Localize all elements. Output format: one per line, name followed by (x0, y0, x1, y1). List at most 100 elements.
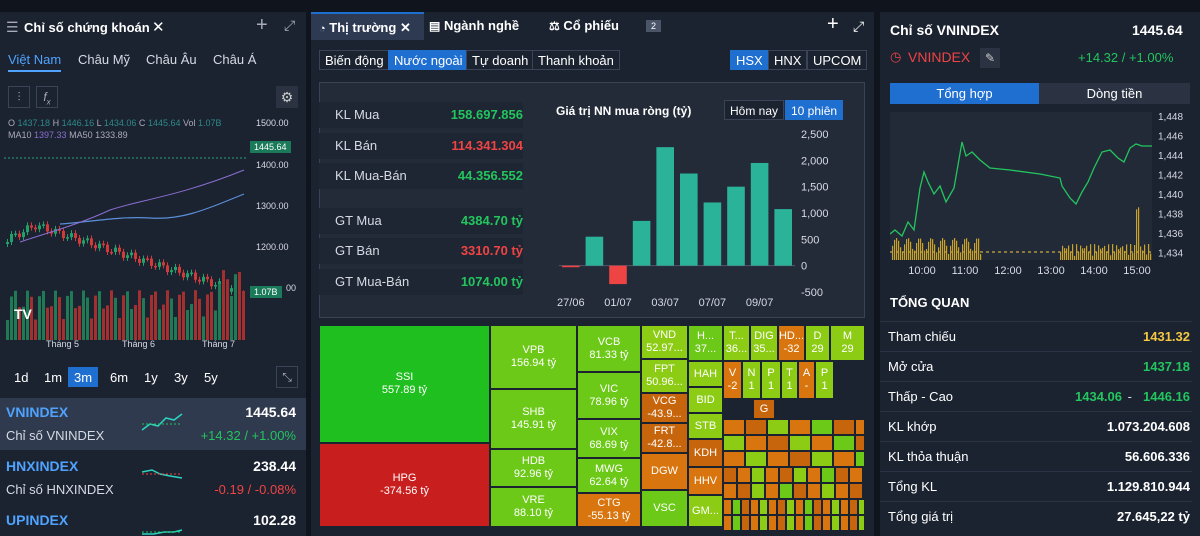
range-button-1y[interactable]: 1y (144, 370, 158, 385)
today-button[interactable]: Hôm nay (724, 100, 785, 120)
treemap-tile[interactable]: SHB 145.91 tỷ (490, 389, 577, 449)
treemap-tile-small[interactable] (858, 515, 865, 531)
treemap-tile-small[interactable] (793, 467, 807, 483)
treemap-tile-small[interactable] (741, 499, 750, 515)
range-button-1d[interactable]: 1d (14, 370, 29, 385)
treemap-tile[interactable]: VIX 68.69 tỷ (577, 419, 641, 458)
treemap-tile-small[interactable] (751, 483, 765, 499)
treemap-tile-small[interactable] (745, 419, 767, 435)
treemap-tile-small[interactable] (821, 483, 835, 499)
treemap-tile-small[interactable] (789, 435, 811, 451)
exchange-hsx[interactable]: HSX (730, 50, 769, 70)
treemap-tile-small[interactable] (745, 435, 767, 451)
treemap-tile-small[interactable] (779, 483, 793, 499)
treemap-tile-small[interactable] (855, 419, 865, 435)
treemap-tile-small[interactable] (767, 419, 789, 435)
treemap-tile-small[interactable] (777, 499, 786, 515)
tab-stocks[interactable]: ⚖ Cổ phiếu (549, 18, 619, 33)
treemap-tile[interactable]: A- (798, 361, 815, 399)
subtab-3[interactable]: Thanh khoản (532, 50, 620, 70)
treemap-tile-small[interactable] (804, 499, 813, 515)
treemap-tile-small[interactable] (840, 499, 849, 515)
treemap-tile-small[interactable] (811, 435, 833, 451)
treemap-tile[interactable]: HAH (688, 361, 723, 387)
treemap-tile-small[interactable] (765, 483, 779, 499)
close-icon[interactable]: ✕ (152, 19, 165, 36)
treemap-tile[interactable]: VIC 78.96 tỷ (577, 372, 641, 419)
treemap-tile[interactable]: DGW (641, 453, 688, 490)
treemap-tile[interactable]: VCB 81.33 tỷ (577, 325, 641, 372)
treemap-tile[interactable]: HHV (688, 467, 723, 495)
treemap-tile[interactable]: H... 37... (688, 325, 723, 361)
treemap-tile-small[interactable] (723, 515, 732, 531)
tab-summary[interactable]: Tổng hợp (890, 83, 1039, 104)
treemap-tile-small[interactable] (767, 435, 789, 451)
treemap-tile-small[interactable] (840, 515, 849, 531)
fullscreen-icon[interactable]: ⤡ (276, 366, 298, 388)
treemap-tile[interactable]: STB (688, 413, 723, 439)
treemap-tile-small[interactable] (759, 515, 768, 531)
treemap-tile-small[interactable] (813, 499, 822, 515)
range-button-3y[interactable]: 3y (174, 370, 188, 385)
treemap-tile-small[interactable] (822, 515, 831, 531)
treemap-tile[interactable]: VRE 88.10 tỷ (490, 487, 577, 527)
treemap-tile-small[interactable] (855, 451, 865, 467)
region-tab-vietnam[interactable]: Việt Nam (8, 52, 62, 72)
tab-market[interactable]: ◔ Thị trường ✕ (311, 12, 424, 40)
range-button-1m[interactable]: 1m (44, 370, 63, 385)
index-row[interactable]: UPINDEX 102.28 (0, 506, 306, 536)
treemap-tile[interactable]: G (753, 399, 775, 419)
add-icon[interactable]: + (256, 14, 268, 36)
treemap-tile-small[interactable] (835, 467, 849, 483)
treemap-tile-small[interactable] (863, 483, 865, 499)
treemap-tile-small[interactable] (807, 467, 821, 483)
treemap-tile-small[interactable] (849, 467, 863, 483)
treemap-tile-small[interactable] (849, 499, 858, 515)
treemap-tile-small[interactable] (732, 515, 741, 531)
range-button-3m[interactable]: 3m (68, 367, 99, 387)
treemap-tile[interactable]: HPG -374.56 tỷ (319, 443, 490, 527)
treemap-tile-small[interactable] (767, 451, 789, 467)
treemap-tile-small[interactable] (723, 499, 732, 515)
treemap-tile-small[interactable] (811, 419, 833, 435)
settings-gear-icon[interactable]: ⚙ (276, 86, 298, 108)
treemap-tile-small[interactable] (750, 515, 759, 531)
treemap-tile-small[interactable] (789, 451, 811, 467)
tab-cashflow[interactable]: Dòng tiền (1039, 83, 1190, 104)
treemap-tile[interactable]: MWG 62.64 tỷ (577, 458, 641, 493)
treemap-tile-small[interactable] (786, 499, 795, 515)
treemap-tile-small[interactable] (777, 515, 786, 531)
candle-type-icon[interactable]: ⫶ (8, 86, 30, 108)
treemap-tile-small[interactable] (723, 483, 737, 499)
treemap-tile-small[interactable] (723, 435, 745, 451)
treemap-tile-small[interactable] (786, 515, 795, 531)
ten-sessions-button[interactable]: 10 phiên (785, 100, 844, 120)
treemap-tile-small[interactable] (723, 419, 745, 435)
treemap-tile[interactable]: VSC (641, 490, 688, 527)
treemap-tile-small[interactable] (793, 483, 807, 499)
treemap-tile[interactable]: HD... -32 (778, 325, 805, 361)
treemap-tile[interactable]: BID (688, 387, 723, 413)
treemap-tile-small[interactable] (813, 515, 822, 531)
subtab-1[interactable]: Nước ngoài (388, 50, 469, 70)
treemap-tile-small[interactable] (759, 499, 768, 515)
treemap-tile-small[interactable] (835, 483, 849, 499)
treemap-tile-small[interactable] (768, 515, 777, 531)
range-button-5y[interactable]: 5y (204, 370, 218, 385)
treemap-tile-small[interactable] (779, 467, 793, 483)
treemap-tile-small[interactable] (833, 451, 855, 467)
expand-icon[interactable]: ⤢ (284, 17, 296, 33)
treemap-tile-small[interactable] (732, 499, 741, 515)
treemap-tile[interactable]: V -2 (723, 361, 742, 399)
exchange-upcom[interactable]: UPCOM (807, 50, 868, 70)
treemap-tile[interactable]: VPB 156.94 tỷ (490, 325, 577, 389)
treemap-tile-small[interactable] (737, 483, 751, 499)
treemap-tile-small[interactable] (831, 499, 840, 515)
treemap-tile[interactable]: T... 36... (723, 325, 750, 361)
region-tab-europe[interactable]: Châu Âu (146, 52, 197, 67)
subtab-0[interactable]: Biến động (319, 50, 390, 70)
treemap-tile-small[interactable] (789, 419, 811, 435)
